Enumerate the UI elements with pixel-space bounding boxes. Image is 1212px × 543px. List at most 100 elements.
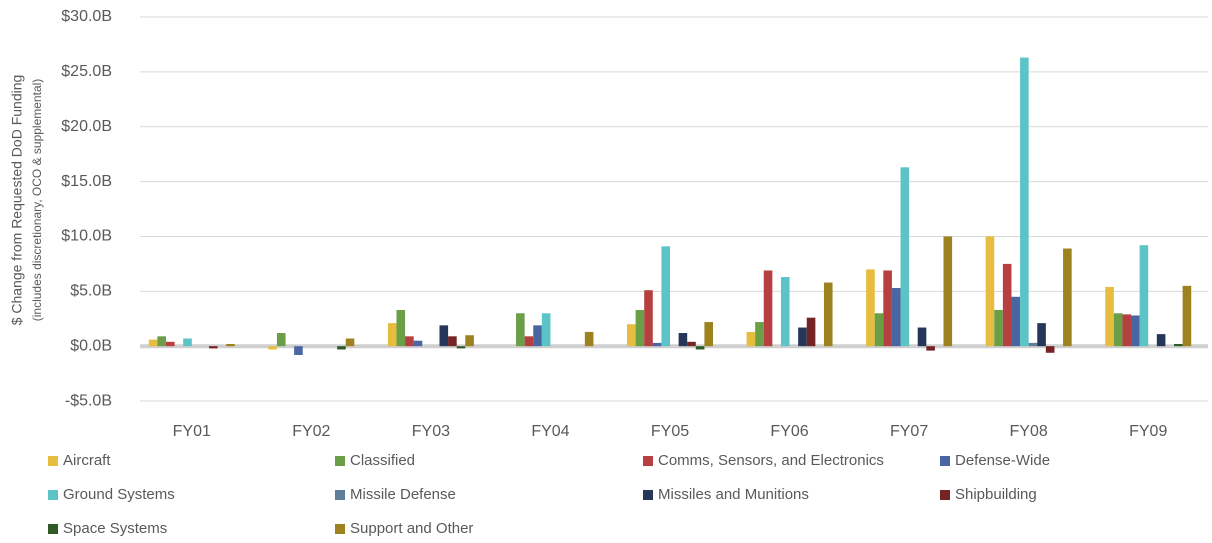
y-tick-label: $15.0B [61,173,112,190]
bar [917,327,927,347]
bar [695,346,705,350]
x-tick-label: FY07 [890,423,928,440]
bar [661,246,670,347]
x-tick-label: FY03 [412,423,450,440]
y-tick-label: $30.0B [61,8,112,25]
bar [755,322,764,347]
bar [165,341,175,347]
bar [806,317,816,347]
bar [891,288,901,347]
y-tick-label: $0.0B [70,337,112,354]
legend-swatch [643,456,653,466]
legend-swatch [335,524,345,534]
bar [883,270,892,347]
y-axis-label: $ Change from Requested DoD Funding [9,75,25,326]
bar [533,325,542,347]
bar [405,336,414,347]
bar [823,282,833,347]
bar [268,346,277,350]
bar [148,339,158,347]
y-axis-note: (includes discretionary, OCO & supplemen… [30,79,44,322]
x-tick-label: FY02 [292,423,330,440]
legend-label: Support and Other [350,520,473,537]
bar [652,342,662,347]
x-tick-label: FY05 [651,423,689,440]
bar [276,333,286,347]
bar [1139,245,1149,347]
legend-label: Ground Systems [63,486,175,503]
bar [874,313,884,347]
legend-swatch [643,490,653,500]
bar [1156,334,1166,347]
y-tick-label: $10.0B [61,228,112,245]
bar [635,309,645,347]
bar [1174,343,1183,347]
bar [396,309,406,347]
bar [541,313,551,347]
bar [465,335,474,347]
x-tick-label: FY09 [1129,423,1167,440]
legend-label: Space Systems [63,520,167,537]
legend-label: Aircraft [63,452,111,469]
bar [1063,248,1072,347]
bar [294,346,303,355]
bar [985,236,995,347]
bar [1105,286,1114,347]
bar [456,346,466,349]
legend-swatch [48,524,58,534]
bar [780,277,790,347]
bar [439,325,449,347]
bar [413,340,423,347]
bar [1122,314,1132,347]
x-tick-label: FY08 [1010,423,1048,440]
bar [1045,346,1055,353]
bar [687,341,696,347]
bar [627,324,636,347]
bar [183,338,192,347]
legend-label: Missile Defense [350,486,456,503]
bar [1131,315,1140,347]
y-tick-label: -$5.0B [65,392,112,409]
y-tick-label: $5.0B [70,283,112,300]
bar [866,269,875,347]
x-tick-label: FY06 [770,423,808,440]
bar [345,338,355,347]
legend-label: Comms, Sensors, and Electronics [658,452,884,469]
legend-swatch [940,456,950,466]
legend-label: Defense-Wide [955,452,1050,469]
bar [524,336,534,347]
y-tick-label: $20.0B [61,118,112,135]
bar [1037,323,1046,347]
bar [926,346,935,351]
bar [208,346,218,349]
legend-swatch [335,456,345,466]
legend-label: Classified [350,452,415,469]
bar [516,313,525,347]
legend-swatch [335,490,345,500]
x-tick-label: FY04 [531,423,569,440]
bar [1002,263,1012,347]
bar [584,331,594,347]
bar [678,333,688,347]
bar [448,336,457,347]
bar [943,236,953,347]
bar [1028,342,1038,347]
y-tick-label: $25.0B [61,63,112,80]
bar [746,331,756,347]
bar [157,336,166,347]
legend-swatch [48,456,58,466]
bar [387,323,397,347]
bar [644,290,653,347]
bar [798,327,807,347]
legend-swatch [48,490,58,500]
bar [900,167,910,347]
bar [1020,57,1029,347]
bar [1113,313,1123,347]
legend-label: Shipbuilding [955,486,1037,503]
bar [1011,296,1021,347]
bar [763,270,773,347]
x-tick-label: FY01 [173,423,211,440]
bar [994,309,1003,347]
legend-swatch [940,490,950,500]
